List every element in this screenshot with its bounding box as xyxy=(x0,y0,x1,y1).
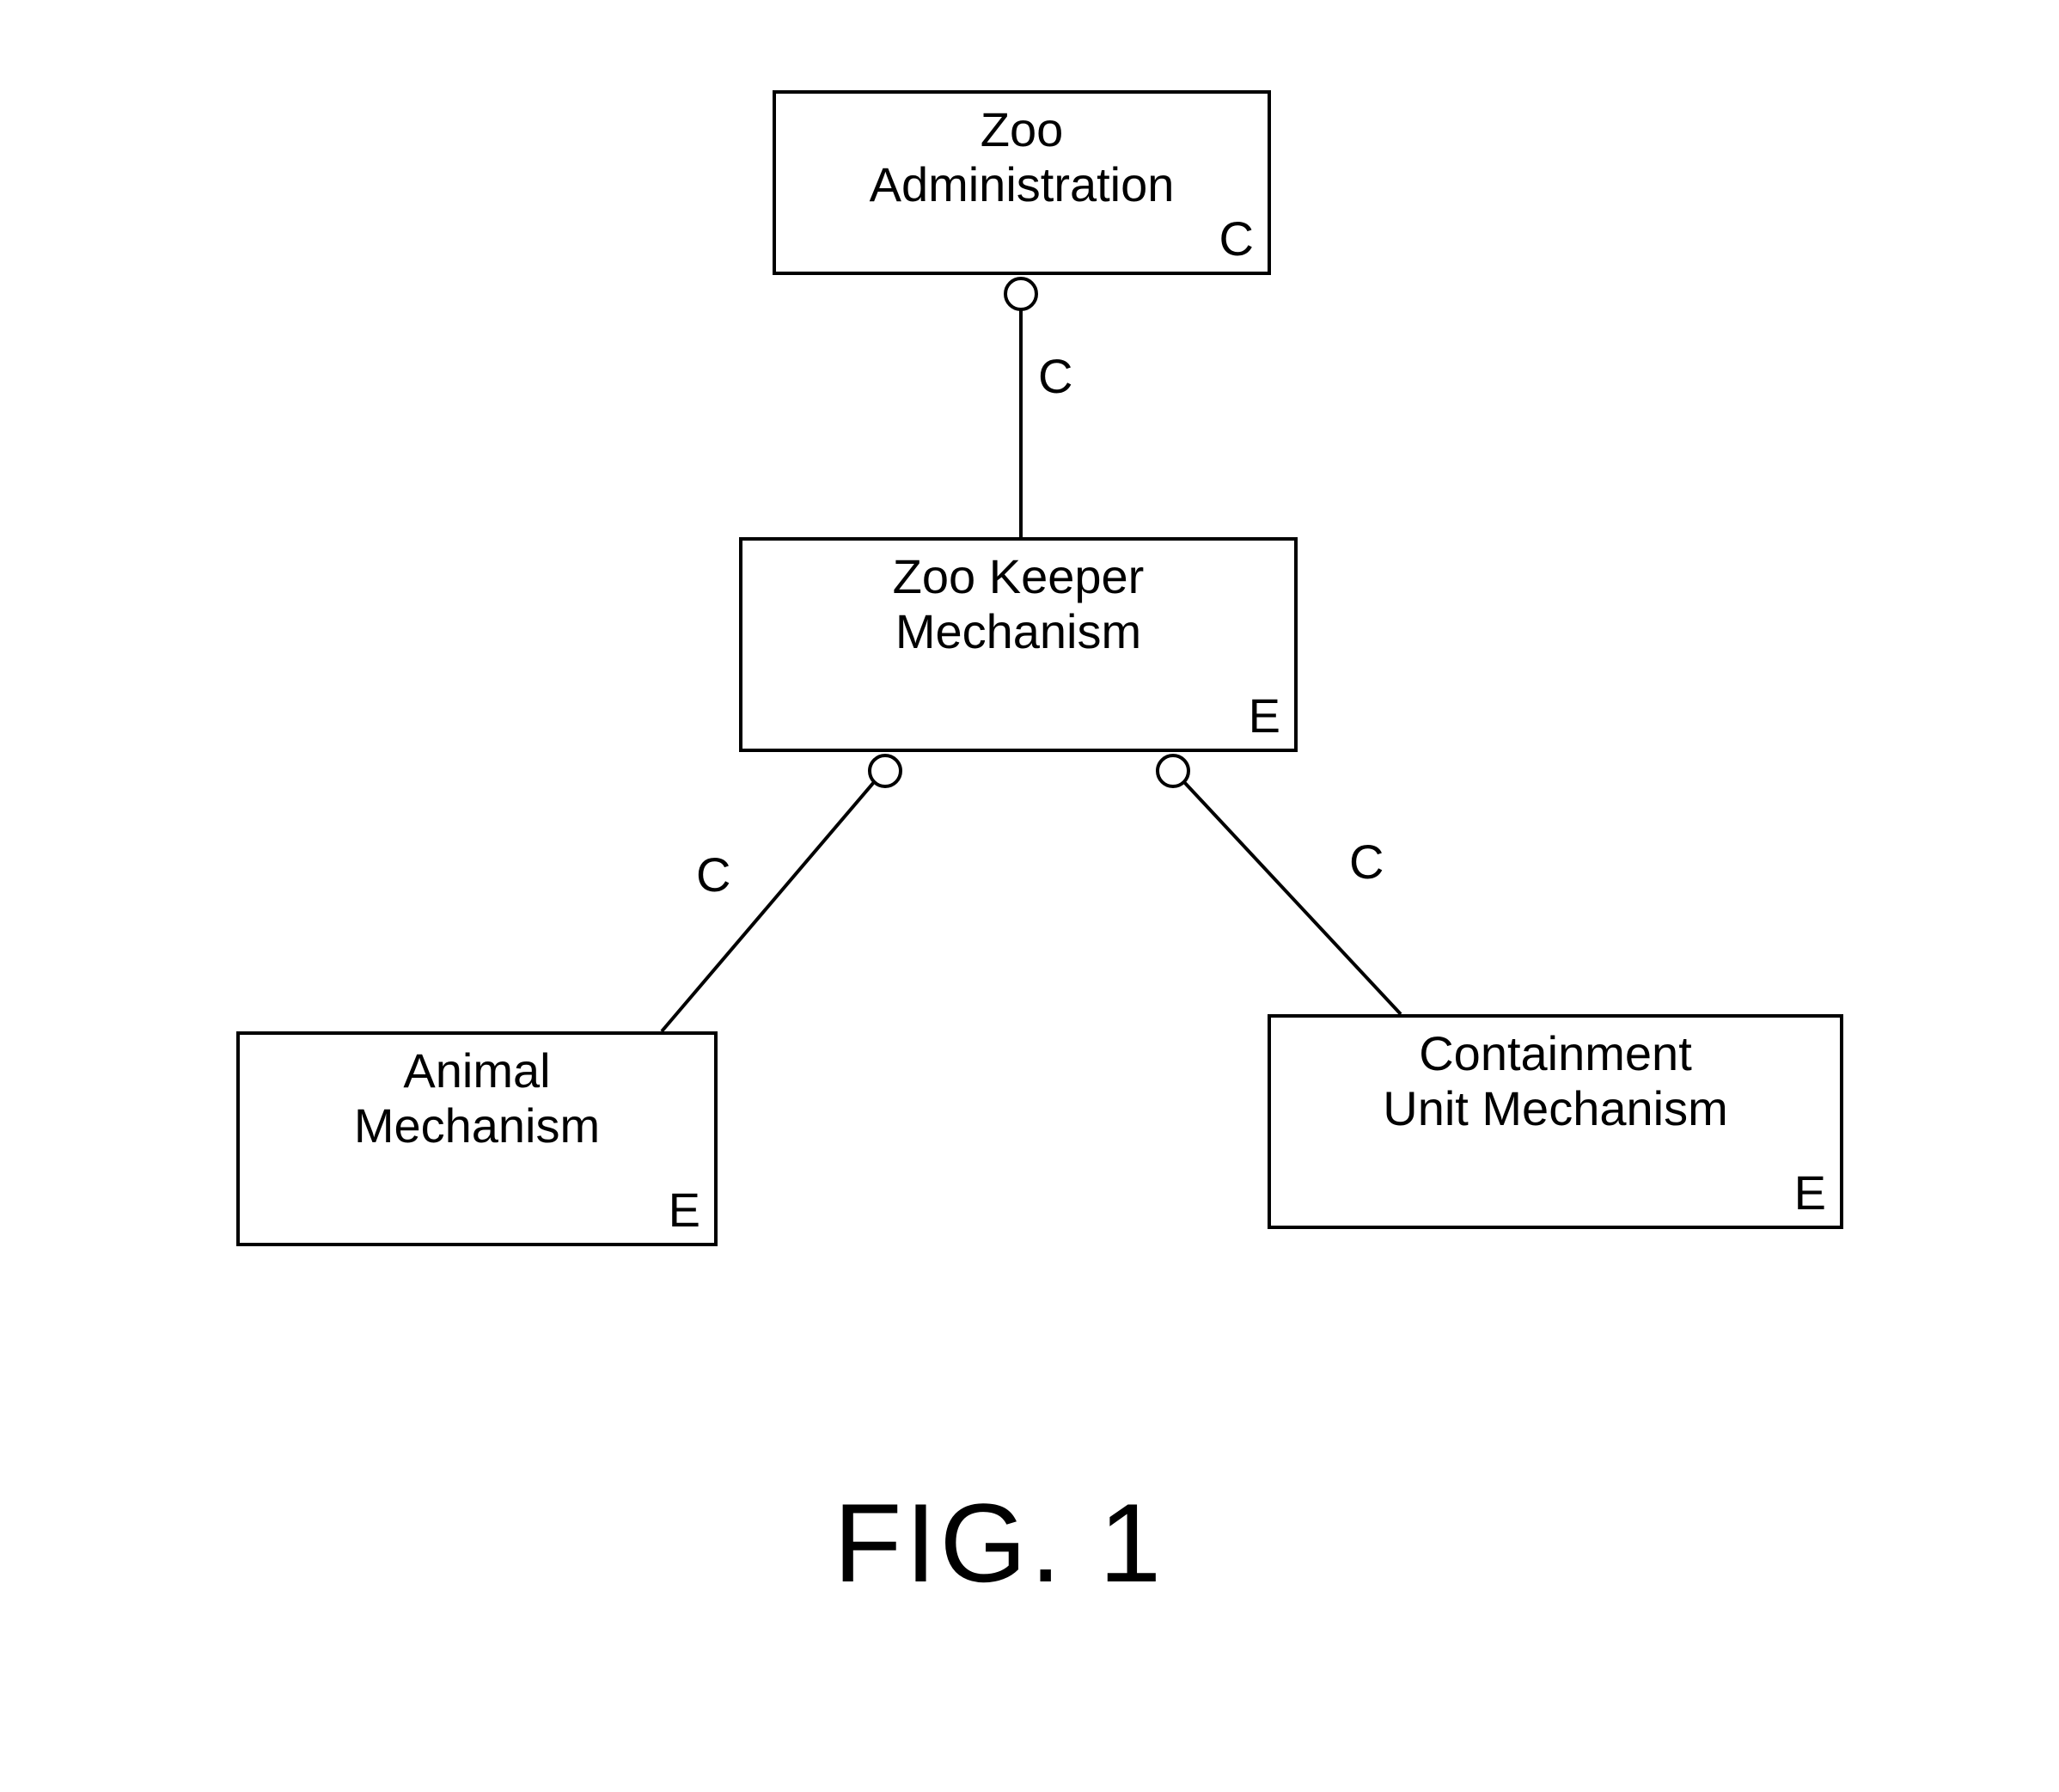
diagram-canvas: Zoo Administration C Zoo Keeper Mechanis… xyxy=(0,0,2059,1792)
node-corner-letter: E xyxy=(669,1182,700,1238)
node-zoo-keeper: Zoo Keeper Mechanism E xyxy=(739,537,1298,752)
node-animal: Animal Mechanism E xyxy=(236,1031,718,1246)
edge-socket-icon xyxy=(1005,278,1036,309)
node-label-line1: Containment xyxy=(1419,1026,1692,1081)
edge-socket-icon xyxy=(1158,755,1188,786)
node-corner-letter: E xyxy=(1794,1165,1826,1220)
edge-label: C xyxy=(696,847,730,902)
edge-line xyxy=(662,782,874,1031)
figure-caption: FIG. 1 xyxy=(834,1478,1164,1607)
node-label-line2: Unit Mechanism xyxy=(1383,1081,1727,1136)
node-label-line1: Zoo xyxy=(981,102,1064,157)
node-label-line2: Mechanism xyxy=(354,1098,600,1153)
edge-label: C xyxy=(1038,348,1072,404)
node-containment: Containment Unit Mechanism E xyxy=(1268,1014,1843,1229)
node-label-line2: Mechanism xyxy=(895,604,1141,659)
node-corner-letter: E xyxy=(1249,688,1280,743)
edge-label: C xyxy=(1349,834,1384,890)
node-zoo-admin: Zoo Administration C xyxy=(773,90,1271,275)
edge-socket-icon xyxy=(870,755,901,786)
node-label-line1: Animal xyxy=(403,1043,550,1098)
edge-line xyxy=(1184,782,1401,1014)
node-label-line1: Zoo Keeper xyxy=(893,549,1145,604)
node-corner-letter: C xyxy=(1219,211,1254,266)
node-label-line2: Administration xyxy=(870,157,1175,212)
